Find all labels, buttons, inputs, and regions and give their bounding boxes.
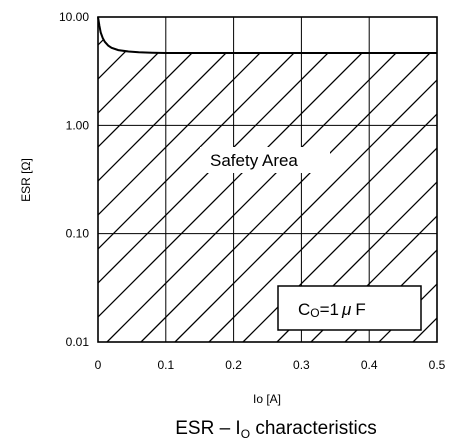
y-tick-label: 10.00 — [59, 10, 89, 24]
area-label-background — [200, 147, 330, 173]
x-tick-label: 0.2 — [225, 358, 242, 372]
x-tick-label: 0 — [95, 358, 102, 372]
legend-mu: μ — [341, 300, 352, 319]
x-tick-labels: 0 0.1 0.2 0.3 0.4 0.5 — [95, 358, 446, 372]
legend-unit: F — [355, 300, 365, 319]
legend-value: =1 — [320, 300, 339, 319]
hatch-line — [310, 17, 437, 342]
x-tick-label: 0.1 — [157, 358, 174, 372]
hatch-line — [344, 17, 437, 342]
chart-title: ESR – IO characteristics — [175, 418, 377, 441]
title-main: ESR – I — [175, 418, 240, 439]
y-axis-label: ESR [Ω] — [19, 158, 33, 202]
x-tick-label: 0.3 — [293, 358, 310, 372]
legend-text: CO=1 μ F — [298, 300, 366, 320]
y-tick-label: 0.01 — [66, 335, 90, 349]
x-tick-label: 0.4 — [361, 358, 378, 372]
legend-c: C — [298, 300, 310, 319]
hatch-line — [242, 17, 437, 342]
legend: CO=1 μ F — [277, 285, 422, 331]
x-axis-label: Io [A] — [253, 392, 281, 406]
hatch-line — [140, 17, 437, 342]
x-tick-label: 0.5 — [429, 358, 446, 372]
y-tick-label: 1.00 — [66, 118, 90, 132]
hatch-line — [276, 17, 437, 342]
safety-area-label: Safety Area — [210, 151, 298, 170]
legend-box — [277, 285, 422, 331]
hatch-line — [208, 17, 437, 342]
esr-boundary-curve — [97, 16, 437, 54]
hatch-line — [447, 0, 463, 342]
y-tick-labels: 0.01 0.10 1.00 10.00 — [59, 10, 89, 349]
hatch-line — [174, 17, 437, 342]
hatch-line — [98, 17, 119, 342]
title-tail: characteristics — [250, 418, 377, 439]
plot-frame — [97, 16, 438, 343]
y-tick-label: 0.10 — [66, 227, 90, 241]
title-subscript: O — [241, 427, 250, 441]
legend-subscript: O — [310, 306, 319, 320]
hatch-line — [98, 17, 221, 342]
